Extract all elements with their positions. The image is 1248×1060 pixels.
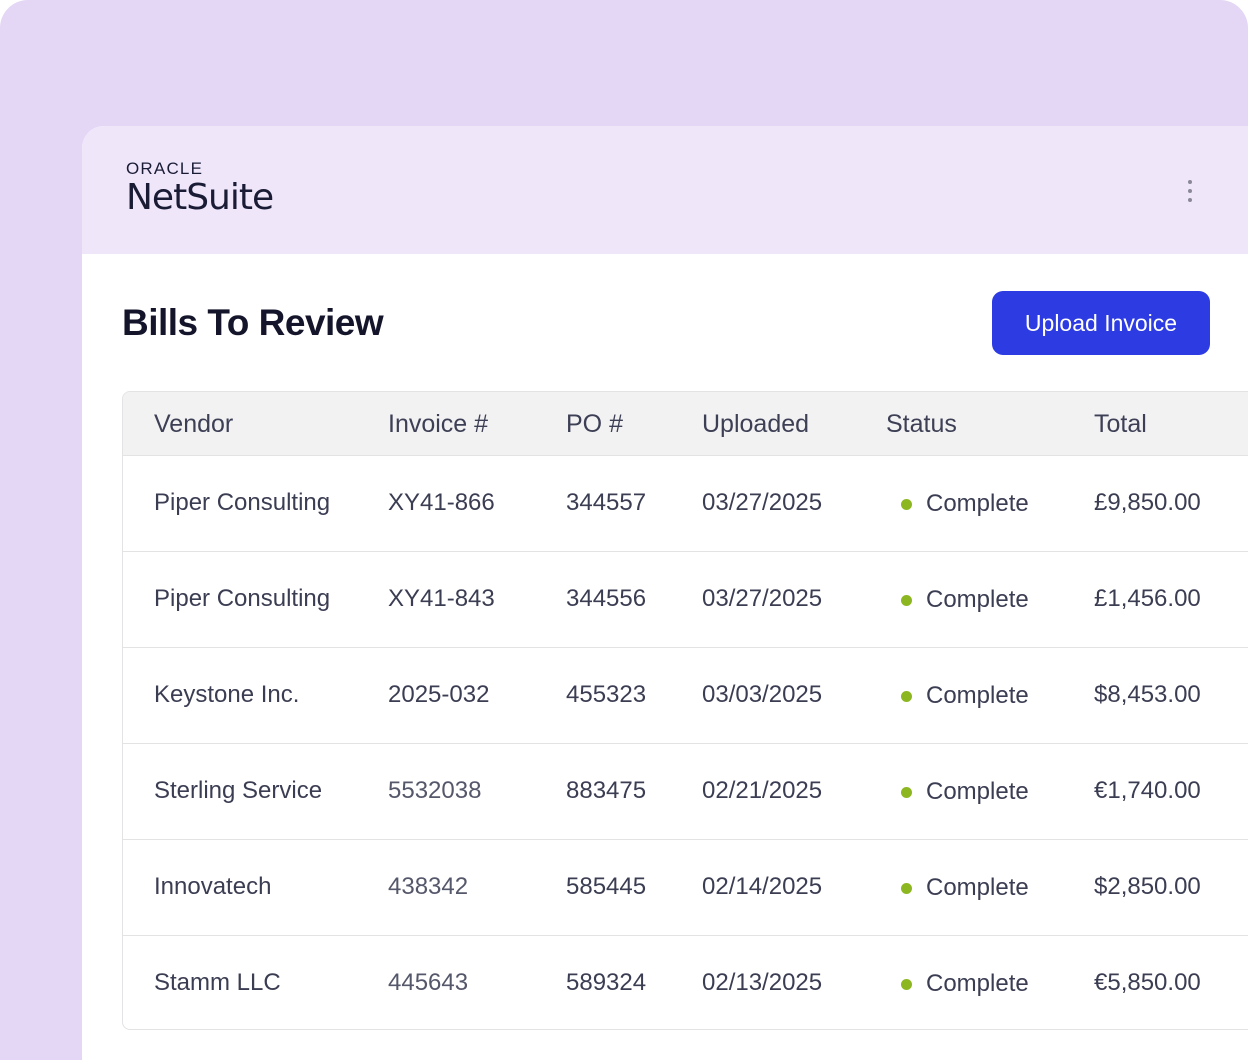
status-label: Complete [926,778,1029,805]
kebab-dot [1188,180,1192,184]
netsuite-logo[interactable]: ORACLE NetSuite [126,159,274,218]
status-dot-icon [901,978,912,990]
status-dot-icon [901,786,912,798]
logo-oracle-text: ORACLE [126,159,204,178]
app-header: ORACLE NetSuite [82,126,1248,254]
table-header-row: Vendor Invoice # PO # Uploaded Status To… [123,392,1248,456]
cell-invoice: XY41-866 [388,489,495,516]
column-header-invoice[interactable]: Invoice # [388,410,489,438]
bills-table: Vendor Invoice # PO # Uploaded Status To… [122,391,1248,1030]
cell-status: Complete [901,840,1029,936]
cell-po: 883475 [566,777,647,804]
table-row[interactable]: Stamm LLC 445643 589324 02/13/2025 Compl… [123,936,1248,1029]
column-header-vendor[interactable]: Vendor [154,410,234,438]
cell-invoice: 5532038 [388,777,482,804]
cell-total: €1,740.00 [1094,777,1201,804]
cell-po: 344557 [566,489,647,516]
status-dot-icon [901,882,912,894]
cell-invoice: XY41-843 [388,585,495,612]
cell-total: $8,453.00 [1094,681,1201,708]
cell-po: 455323 [566,681,647,708]
cell-uploaded: 03/27/2025 [702,489,823,516]
status-label: Complete [926,970,1029,997]
status-label: Complete [926,586,1029,613]
cell-total: $2,850.00 [1094,873,1201,900]
cell-vendor: Sterling Service [154,777,323,804]
cell-total: €5,850.00 [1094,969,1201,996]
page-title: Bills To Review [122,302,384,343]
table-row[interactable]: Keystone Inc. 2025-032 455323 03/03/2025… [123,648,1248,744]
status-label: Complete [926,682,1029,709]
status-dot-icon [901,594,912,606]
status-label: Complete [926,874,1029,901]
cell-po: 344556 [566,585,647,612]
logo-netsuite-text: NetSuite [126,177,274,218]
cell-status: Complete [901,936,1029,1029]
cell-vendor: Piper Consulting [154,489,331,516]
cell-total: £9,850.00 [1094,489,1201,516]
cell-total: £1,456.00 [1094,585,1201,612]
table-row[interactable]: Piper Consulting XY41-843 344556 03/27/2… [123,552,1248,648]
cell-status: Complete [901,648,1029,744]
table-row[interactable]: Piper Consulting XY41-866 344557 03/27/2… [123,456,1248,552]
cell-uploaded: 02/21/2025 [702,777,823,804]
status-dot-icon [901,498,912,510]
cell-uploaded: 02/13/2025 [702,969,823,996]
cell-status: Complete [901,744,1029,840]
cell-invoice: 445643 [388,969,469,996]
app-window: ORACLE NetSuite Bills To Review Upload I… [82,126,1248,1060]
cell-po: 589324 [566,969,647,996]
status-dot-icon [901,690,912,702]
cell-uploaded: 03/03/2025 [702,681,823,708]
cell-invoice: 2025-032 [388,681,490,708]
cell-vendor: Stamm LLC [154,969,281,996]
status-label: Complete [926,490,1029,517]
column-header-po[interactable]: PO # [566,410,623,438]
cell-uploaded: 03/27/2025 [702,585,823,612]
upload-invoice-button[interactable]: Upload Invoice [992,291,1210,355]
table-row[interactable]: Sterling Service 5532038 883475 02/21/20… [123,744,1248,840]
cell-invoice: 438342 [388,873,469,900]
cell-vendor: Piper Consulting [154,585,331,612]
kebab-dot [1188,198,1192,202]
kebab-dot [1188,189,1192,193]
cell-uploaded: 02/14/2025 [702,873,823,900]
column-header-uploaded[interactable]: Uploaded [702,410,810,438]
cell-po: 585445 [566,873,647,900]
column-header-total[interactable]: Total [1094,410,1147,438]
cell-status: Complete [901,456,1029,552]
cell-status: Complete [901,552,1029,648]
cell-vendor: Keystone Inc. [154,681,300,708]
cell-vendor: Innovatech [154,873,272,900]
kebab-menu-icon[interactable] [1180,180,1200,202]
table-row[interactable]: Innovatech 438342 585445 02/14/2025 Comp… [123,840,1248,936]
column-header-status[interactable]: Status [886,410,957,438]
